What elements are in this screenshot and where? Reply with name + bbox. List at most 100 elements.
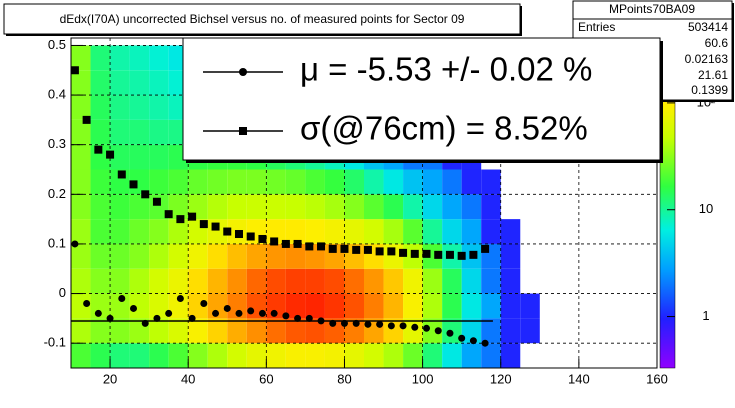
- heat-cell: [149, 45, 169, 71]
- legend-marker: [239, 68, 247, 76]
- point: [117, 170, 126, 179]
- point: [446, 329, 454, 337]
- heat-cell: [71, 95, 91, 120]
- stats-value: 0.02163: [685, 52, 729, 66]
- heat-cell: [110, 268, 130, 294]
- point: [129, 180, 138, 189]
- heat-cell: [442, 293, 462, 319]
- point: [294, 314, 302, 322]
- heat-cell: [71, 318, 91, 344]
- heat-cell: [71, 70, 91, 96]
- heat-cell: [305, 293, 325, 319]
- heat-cell: [500, 293, 521, 319]
- heat-cell: [149, 243, 169, 269]
- heat-cell: [227, 318, 247, 344]
- heat-cell: [110, 70, 130, 96]
- point: [399, 248, 408, 257]
- point: [270, 309, 278, 317]
- heat-cell: [90, 268, 111, 294]
- heat-cell: [442, 194, 462, 220]
- heat-cell: [71, 169, 91, 195]
- heat-cell: [344, 219, 364, 244]
- x-tick-label: 80: [337, 371, 351, 386]
- point: [481, 339, 489, 347]
- heat-cell: [227, 243, 247, 269]
- heat-cell: [188, 318, 208, 344]
- point: [328, 244, 337, 253]
- point: [423, 324, 431, 332]
- point: [410, 249, 419, 258]
- heat-cell: [285, 243, 306, 269]
- point: [176, 215, 185, 224]
- heat-cell: [168, 318, 189, 344]
- heat-cell: [266, 318, 286, 344]
- heat-cell: [461, 268, 482, 294]
- heat-cell: [285, 194, 306, 220]
- heat-cell: [383, 343, 404, 368]
- heat-cell: [90, 318, 111, 344]
- heat-cell: [71, 119, 91, 145]
- point: [118, 295, 126, 303]
- stats-value: 503414: [688, 20, 728, 34]
- point: [200, 299, 208, 307]
- heat-cell: [364, 268, 384, 294]
- heat-cell: [188, 169, 208, 195]
- point: [188, 314, 196, 322]
- title-box: [3, 3, 521, 35]
- heat-cell: [129, 95, 150, 120]
- heat-cell: [266, 169, 286, 195]
- heat-cell: [383, 219, 404, 244]
- point: [340, 244, 349, 253]
- heat-cell: [500, 243, 521, 269]
- heat-cell: [168, 169, 189, 195]
- point: [247, 307, 255, 315]
- point: [82, 115, 91, 124]
- heat-cell: [246, 169, 267, 195]
- heat-cell: [207, 268, 228, 294]
- legend-marker: [239, 127, 247, 135]
- stats-label: Entries: [578, 20, 615, 34]
- heat-cell: [305, 318, 325, 344]
- heat-cell: [71, 219, 91, 244]
- point: [329, 319, 337, 327]
- heat-cell: [129, 119, 150, 145]
- point: [399, 322, 407, 330]
- heat-cell: [500, 343, 521, 368]
- heat-cell: [227, 194, 247, 220]
- heat-cell: [246, 343, 267, 368]
- heat-cell: [90, 194, 111, 220]
- y-tick-label: 0.5: [48, 37, 66, 52]
- point: [188, 212, 197, 221]
- point: [387, 322, 395, 330]
- point: [352, 319, 360, 327]
- heat-cell: [246, 268, 267, 294]
- legend-label: σ(@76cm) = 8.52%: [300, 110, 588, 147]
- heat-cell: [246, 318, 267, 344]
- point: [375, 247, 384, 256]
- chart-title: dEdx(I70A) uncorrected Bichsel versus no…: [60, 12, 465, 26]
- heat-cell: [383, 268, 404, 294]
- point: [305, 314, 313, 322]
- heat-cell: [90, 219, 111, 244]
- x-tick-label: 140: [568, 371, 590, 386]
- y-tick-label: 0: [59, 285, 66, 300]
- heat-cell: [90, 95, 111, 120]
- heat-cell: [168, 268, 189, 294]
- heat-cell: [520, 293, 540, 319]
- heat-cell: [207, 194, 228, 220]
- point: [246, 232, 255, 241]
- point: [293, 239, 302, 248]
- heat-cell: [71, 268, 91, 294]
- heat-cell: [422, 268, 443, 294]
- point: [152, 197, 161, 206]
- point: [422, 249, 431, 258]
- heat-cell: [422, 219, 443, 244]
- heat-cell: [149, 219, 169, 244]
- heat-cell: [383, 194, 404, 220]
- heat-cell: [461, 169, 482, 195]
- heat-cell: [207, 169, 228, 195]
- heat-cell: [461, 318, 482, 344]
- point: [153, 314, 161, 322]
- heat-cell: [344, 268, 364, 294]
- heat-cell: [149, 293, 169, 319]
